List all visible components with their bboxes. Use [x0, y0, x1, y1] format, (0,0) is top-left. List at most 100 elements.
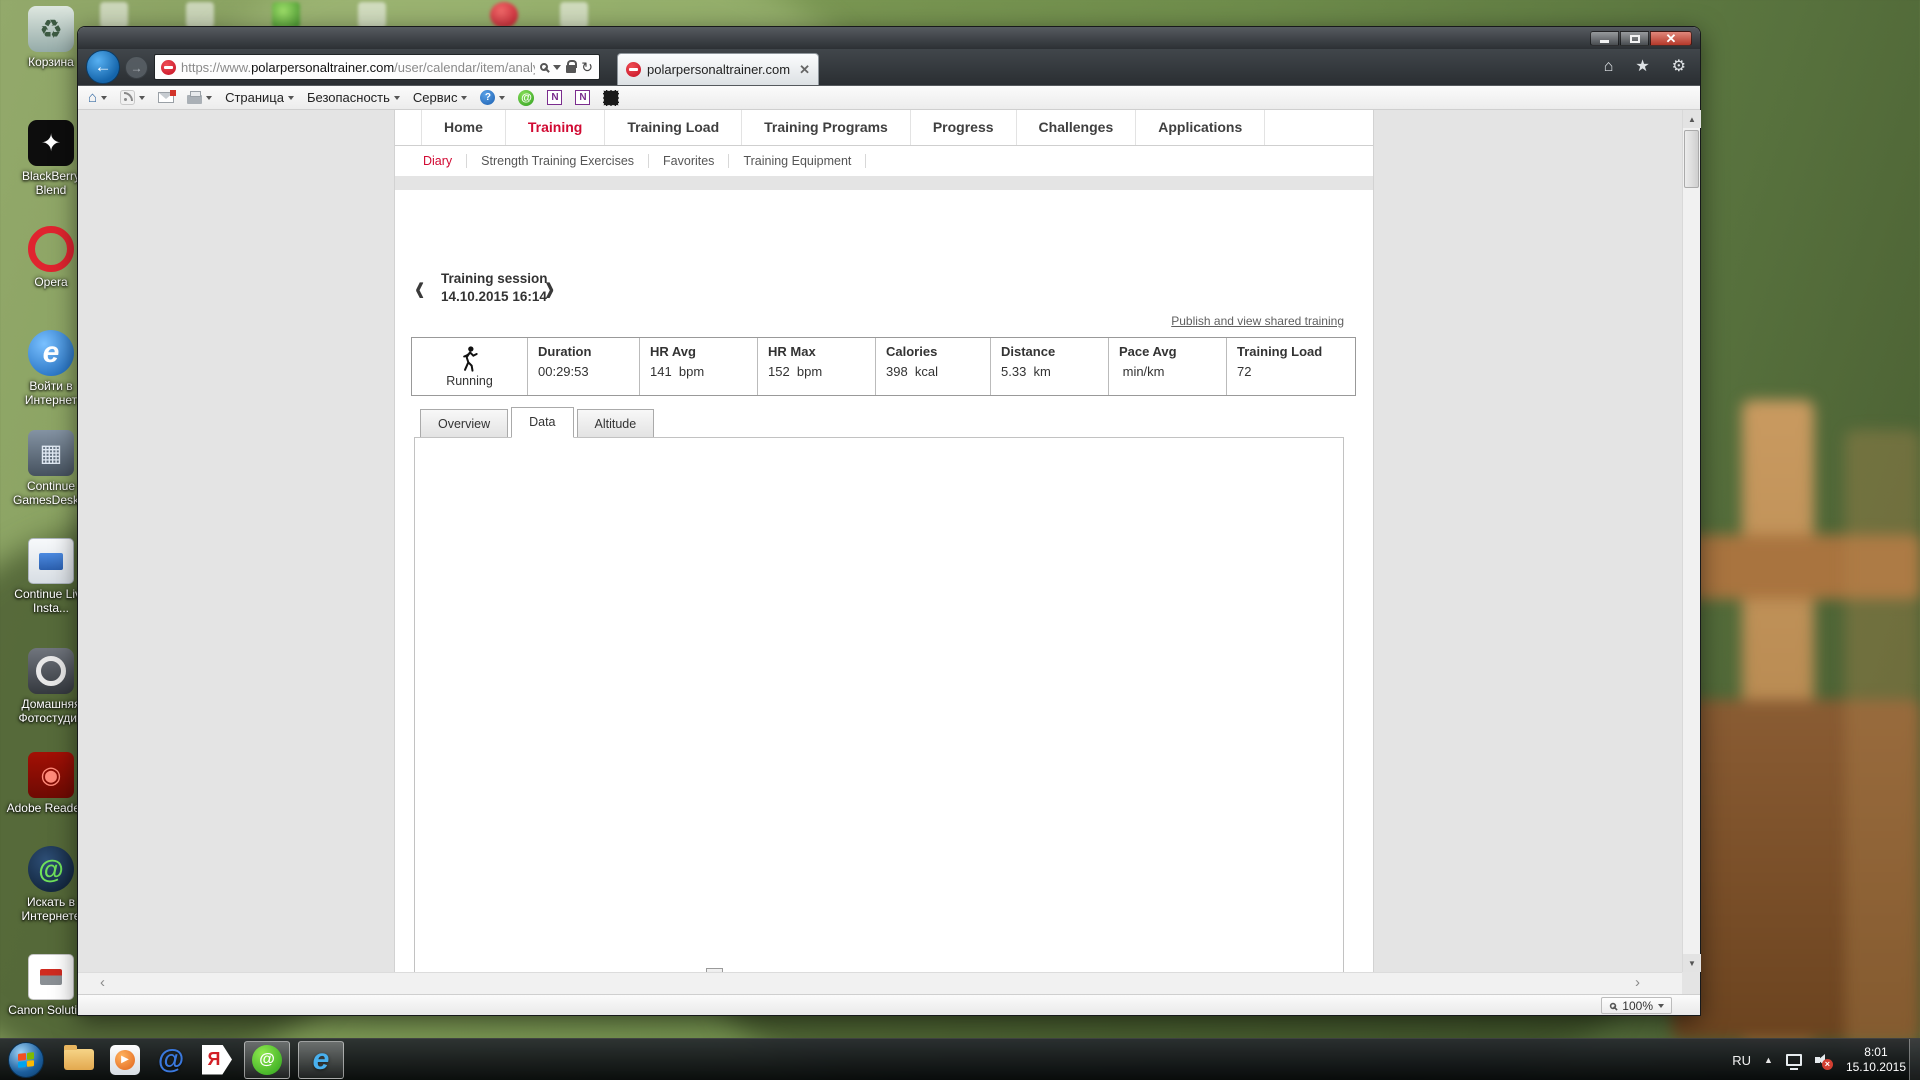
onenote-link-addon-button[interactable]: N	[575, 90, 591, 105]
scroll-up-button[interactable]: ▲	[1683, 110, 1701, 128]
desktop-icon-home-photostudio[interactable]: Домашняя Фотостудия	[6, 648, 96, 725]
forward-button[interactable]: →	[125, 56, 148, 79]
url-dropdown-icon[interactable]	[553, 64, 562, 70]
nav-home[interactable]: Home	[421, 110, 506, 145]
windows-logo-icon	[18, 1051, 34, 1068]
browser-tab[interactable]: polarpersonaltrainer.com ✕	[617, 53, 819, 85]
nav-applications[interactable]: Applications	[1136, 110, 1266, 145]
feel-slider[interactable]	[706, 968, 978, 972]
taskbar-media-player[interactable]: ▶	[102, 1041, 148, 1079]
tab-overview[interactable]: Overview	[420, 409, 509, 438]
home-menu-button[interactable]: ⌂	[88, 89, 108, 106]
scroll-left-icon[interactable]: ‹	[100, 974, 105, 991]
close-button[interactable]: ✕	[1650, 31, 1692, 46]
tab-close-icon[interactable]: ✕	[799, 61, 810, 77]
print-menu-button[interactable]	[187, 91, 213, 104]
window-titlebar[interactable]: ✕	[78, 27, 1700, 49]
feel-slider-handle[interactable]	[706, 968, 723, 972]
subnav-diary[interactable]: Diary	[423, 154, 468, 168]
scroll-right-icon[interactable]: ›	[1635, 974, 1640, 991]
taskbar-mail-agent[interactable]: @	[244, 1040, 290, 1079]
next-session-arrow[interactable]: ›	[544, 266, 555, 310]
hidden-icons-arrow[interactable]: ▲	[1764, 1055, 1773, 1065]
desktop-icon-opera[interactable]: Opera	[6, 226, 96, 289]
subnav-strength-training-exercises[interactable]: Strength Training Exercises	[467, 154, 650, 168]
taskbar-internet-explorer[interactable]: e	[298, 1040, 344, 1079]
main-navigation: Home Training Training Load Training Progra…	[395, 110, 1373, 146]
start-button[interactable]	[8, 1041, 44, 1078]
lock-icon	[566, 60, 578, 73]
feeds-menu-button[interactable]	[120, 90, 146, 105]
safety-menu-button[interactable]: Безопасность	[307, 90, 400, 105]
page-menu-button[interactable]: Страница	[225, 90, 294, 105]
desktop-icon-recycle-bin[interactable]: Корзина	[6, 6, 96, 69]
chevron-down-icon	[461, 95, 468, 100]
minimize-icon	[1600, 40, 1609, 43]
browser-window: ✕ ← → https://www.polarpersonaltrainer.c…	[78, 27, 1701, 1015]
evernote-addon-button[interactable]	[603, 89, 620, 106]
desktop-icon-canon-solution[interactable]: Canon Solutio...	[6, 954, 96, 1017]
browser-status-bar: 100%	[78, 994, 1700, 1015]
settings-gear-icon[interactable]: ⚙	[1671, 58, 1686, 75]
data-tab-content	[414, 437, 1344, 972]
desktop-icon-continue-gamesdesk[interactable]: Continue GamesDesk...	[6, 430, 96, 507]
help-menu-button[interactable]: ?	[480, 90, 506, 105]
system-tray: RU ▲ 8:01 15.10.2015	[1732, 1039, 1906, 1080]
home-icon[interactable]: ⌂	[1603, 58, 1614, 75]
adobe-reader-icon	[28, 752, 74, 798]
desktop-icon-adobe-reader[interactable]: Adobe Reader X	[6, 752, 96, 815]
horizontal-scrollbar[interactable]: ‹ ›	[78, 972, 1682, 994]
url-text[interactable]: https://www.polarpersonaltrainer.com/use…	[181, 59, 535, 75]
publish-link[interactable]: Publish and view shared training	[1171, 314, 1344, 328]
network-icon[interactable]	[1785, 1054, 1802, 1070]
previous-session-arrow[interactable]: ‹	[414, 266, 425, 310]
time: 8:01	[1864, 1045, 1888, 1059]
desktop-icon-go-internet[interactable]: Войти в Интернет	[6, 330, 96, 407]
back-button[interactable]: ←	[86, 50, 120, 84]
search-internet-icon	[28, 846, 74, 892]
tab-data[interactable]: Data	[511, 407, 574, 438]
nav-challenges[interactable]: Challenges	[1017, 110, 1137, 145]
icq-addon-button[interactable]: @	[518, 89, 535, 106]
zoom-control[interactable]: 100%	[1601, 997, 1672, 1014]
summary-distance: Distance 5.33 km	[990, 338, 1108, 395]
onenote-addon-button[interactable]: N	[547, 90, 563, 105]
desktop-icon-continue-live-insta[interactable]: Continue Live Insta...	[6, 538, 96, 615]
nav-training-programs[interactable]: Training Programs	[742, 110, 911, 145]
scroll-down-button[interactable]: ▼	[1683, 954, 1701, 972]
nav-training[interactable]: Training	[506, 110, 606, 145]
tools-menu-button[interactable]: Сервис	[413, 90, 468, 105]
desktop-icon-search-internet[interactable]: Искать в Интернете	[6, 846, 96, 923]
subnav-favorites[interactable]: Favorites	[649, 154, 730, 168]
vertical-scrollbar[interactable]: ▲ ▼	[1682, 110, 1701, 972]
taskbar-mail-ru[interactable]: @	[148, 1041, 194, 1079]
taskbar-yandex-browser[interactable]: Я	[194, 1041, 240, 1079]
scrollbar-thumb[interactable]	[1684, 130, 1699, 188]
refresh-icon[interactable]: ↻	[581, 59, 593, 75]
summary-calories: Calories 398 kcal	[875, 338, 990, 395]
summary-hr-avg: HR Avg 141 bpm	[639, 338, 757, 395]
show-desktop-button[interactable]	[1909, 1039, 1920, 1080]
favorites-star-icon[interactable]: ★	[1635, 58, 1650, 75]
summary-stat-value: 72	[1237, 364, 1259, 379]
subnav-training-equipment[interactable]: Training Equipment	[729, 154, 867, 168]
tab-altitude[interactable]: Altitude	[576, 409, 655, 438]
maximize-button[interactable]	[1620, 31, 1649, 46]
running-icon	[462, 346, 478, 372]
page-menu-label: Страница	[225, 90, 284, 105]
address-bar[interactable]: https://www.polarpersonaltrainer.com/use…	[154, 54, 600, 80]
nav-progress[interactable]: Progress	[911, 110, 1017, 145]
search-icon[interactable]	[540, 63, 549, 71]
taskbar-explorer[interactable]	[56, 1041, 102, 1079]
language-indicator[interactable]: RU	[1732, 1052, 1752, 1068]
minimize-button[interactable]	[1590, 31, 1619, 46]
tab-favicon	[626, 62, 641, 77]
printer-icon	[187, 91, 203, 104]
clock[interactable]: 8:01 15.10.2015	[1846, 1045, 1906, 1075]
read-mail-button[interactable]	[158, 90, 177, 103]
muted-speaker-icon[interactable]	[1814, 1052, 1833, 1070]
nav-training-load[interactable]: Training Load	[605, 110, 743, 145]
desktop-icon-blackberry-blend[interactable]: BlackBerry Blend	[6, 120, 96, 197]
background-desktop-icon	[358, 2, 386, 28]
onenote-icon: N	[547, 90, 563, 105]
